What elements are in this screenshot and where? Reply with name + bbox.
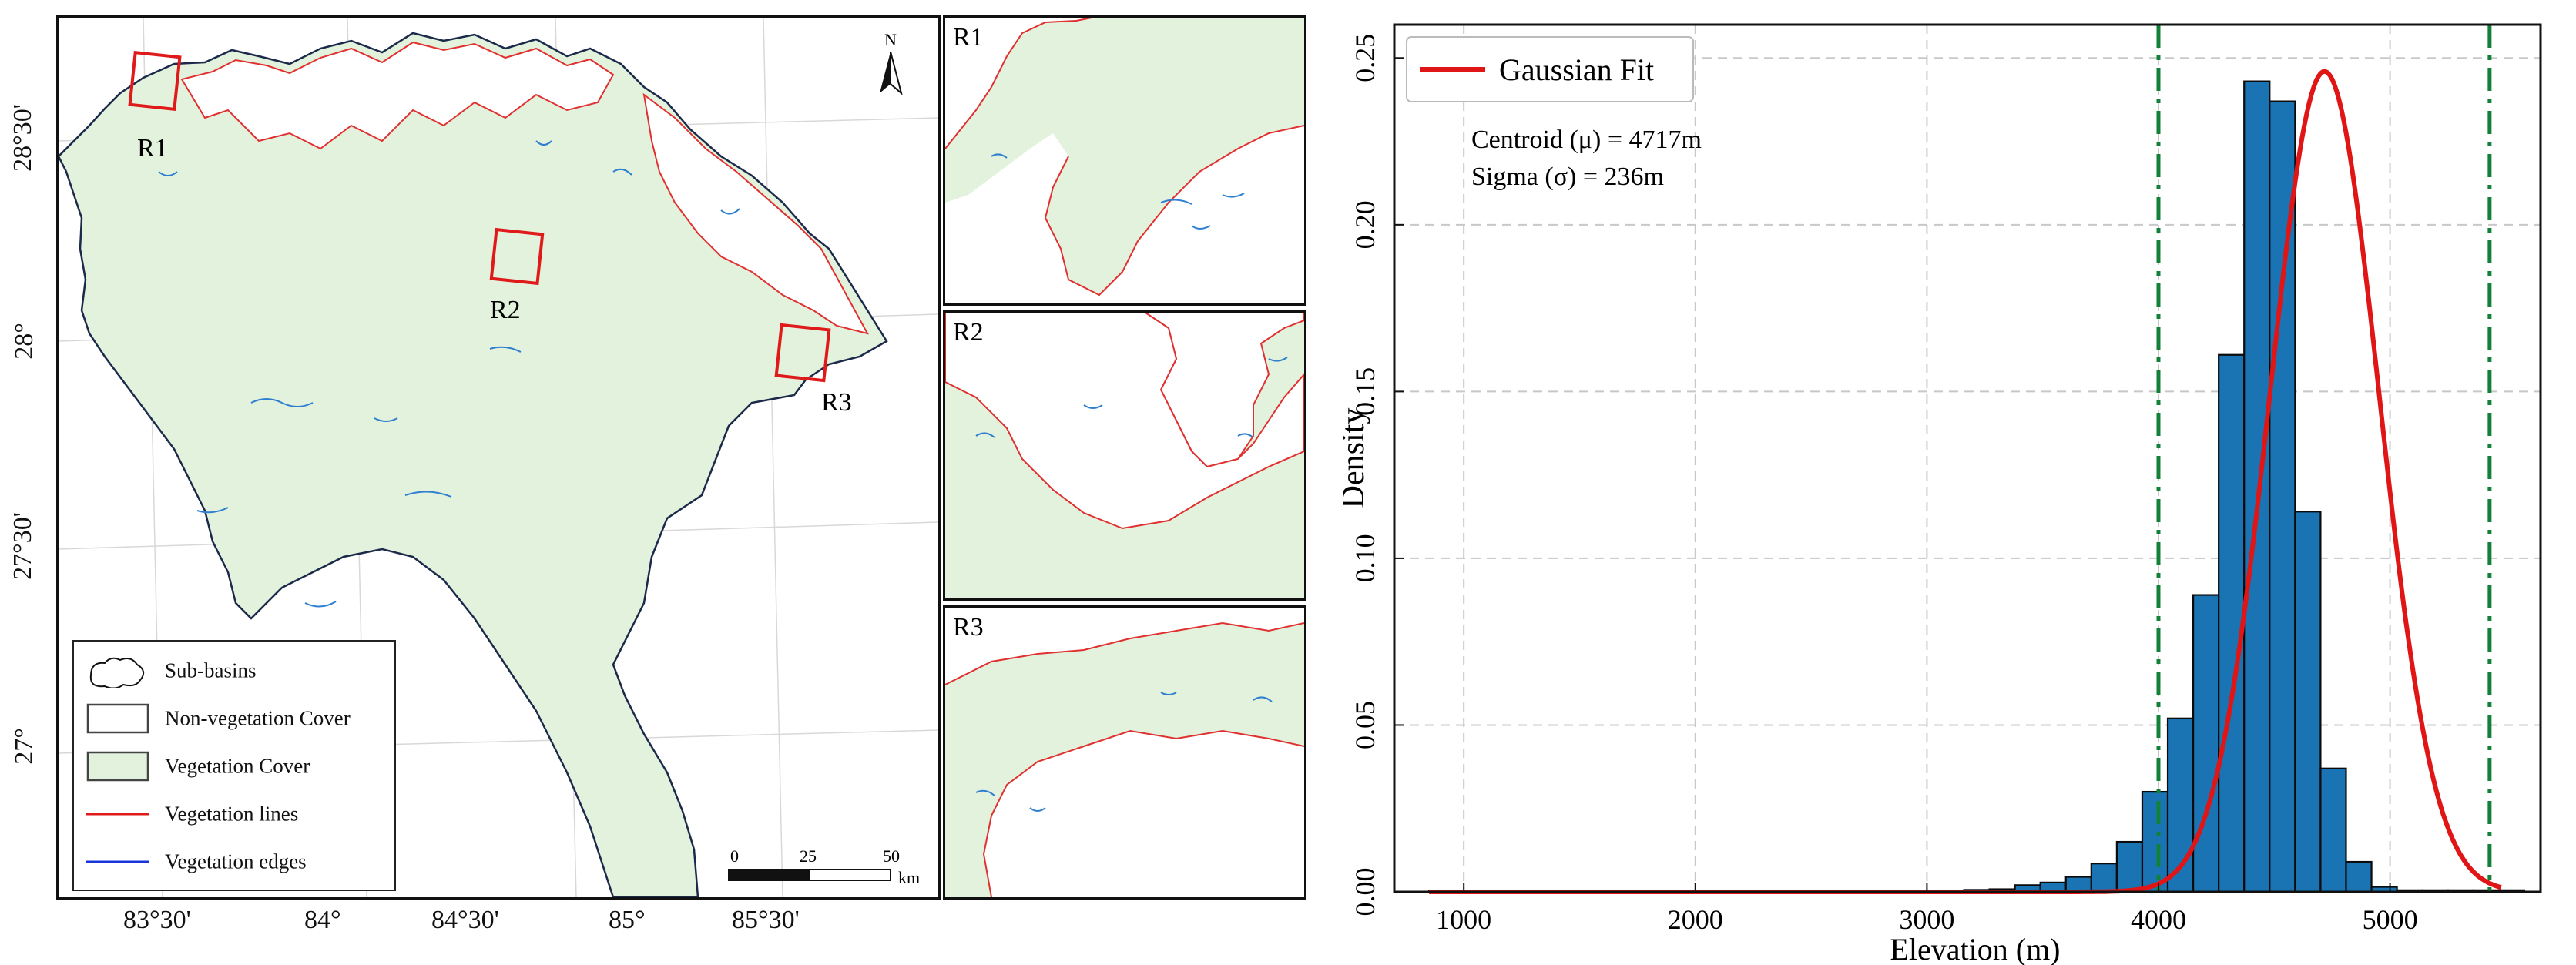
annotation-sigma: Sigma (σ) = 236m — [1471, 163, 1664, 191]
inset-r3-svg: R3 — [945, 613, 1304, 897]
plot-frame — [1393, 23, 2542, 893]
histogram-bar — [2115, 840, 2144, 893]
x-tick-label: 4000 — [2131, 904, 2186, 935]
histogram-bar — [2192, 594, 2220, 893]
lon-label-85-30: 85°30' — [732, 906, 800, 934]
blue-line-icon — [86, 860, 149, 863]
legend-label: Vegetation Cover — [165, 754, 310, 778]
y-tick-label: 0.00 — [1350, 868, 1380, 916]
lat-label-28: 28° — [9, 323, 39, 360]
lat-label-27: 27° — [9, 728, 39, 765]
legend-label: Vegetation edges — [165, 849, 307, 873]
threshold-lines — [2156, 25, 2492, 892]
scale-unit: km — [898, 868, 920, 887]
scale-tick-0: 0 — [730, 846, 739, 866]
legend-label: Vegetation lines — [165, 802, 299, 826]
y-tick-label: 0.20 — [1350, 200, 1380, 249]
red-line-icon — [86, 813, 149, 816]
scale-tick-50: 50 — [883, 846, 900, 866]
grid — [1394, 25, 2541, 892]
legend-item-vegetation: Vegetation Cover — [74, 745, 394, 788]
lon-label-83-30: 83°30' — [123, 906, 191, 934]
y-tick-label: 0.25 — [1350, 34, 1380, 82]
legend-item-vegetation-lines: Vegetation lines — [74, 792, 394, 836]
lat-label-28-30: 28°30' — [8, 104, 37, 172]
histogram-bar — [2345, 860, 2373, 893]
y-axis-label: Density — [1343, 408, 1371, 509]
region-boxes — [128, 50, 831, 383]
region-label-r1: R1 — [137, 134, 168, 163]
basin-map: R1 R2 R3 N 0 25 50 km Sub-basins — [56, 15, 941, 900]
annotation-centroid: Centroid (μ) = 4717m — [1471, 126, 1702, 154]
region-label-r2: R2 — [490, 296, 521, 324]
legend-label: Non-vegetation Cover — [165, 706, 351, 730]
axis-ticks: 1000 2000 3000 4000 5000 0.00 0.05 0.10 0.15 0.20… — [1350, 34, 2418, 935]
histogram-bars — [1427, 80, 2526, 893]
north-arrow-icon: N — [880, 30, 903, 95]
region-box-r3[interactable] — [774, 323, 831, 383]
north-label: N — [884, 30, 897, 49]
inset-r2: R2 — [943, 310, 1306, 601]
scale-bar: 0 25 50 km — [728, 846, 920, 887]
y-tick-label: 0.10 — [1350, 534, 1380, 582]
elevation-histogram-chart: 1000 2000 3000 4000 5000 0.00 0.05 0.10 0.15 0.20… — [1343, 23, 2542, 965]
x-tick-label: 2000 — [1668, 904, 1723, 935]
lat-label-27-30: 27°30' — [8, 512, 37, 580]
non-vegetation-area-east — [642, 92, 869, 335]
region-box-r1[interactable] — [128, 50, 182, 112]
empty-box-icon — [86, 703, 149, 734]
y-tick-label: 0.15 — [1350, 367, 1380, 416]
lon-label-84: 84° — [304, 906, 341, 934]
inset-label-r2: R2 — [953, 318, 984, 347]
x-tick-label: 3000 — [1899, 904, 1954, 935]
histogram-bar — [2243, 80, 2271, 893]
histogram-bar — [2090, 863, 2118, 893]
legend-label: Sub-basins — [165, 658, 257, 682]
map-legend: Sub-basins Non-vegetation Cover Vegetati… — [72, 640, 396, 891]
sub-basin-icon — [89, 657, 145, 688]
basin-map-svg: R1 R2 R3 N 0 25 50 km — [59, 18, 938, 897]
legend-item-vegetation-edges: Vegetation edges — [74, 840, 394, 883]
legend-gaussian-fit: Gaussian Fit — [1499, 52, 1654, 87]
histogram-bar — [2319, 767, 2347, 893]
inset-r3: R3 — [943, 605, 1306, 900]
region-box-r2[interactable] — [489, 227, 545, 286]
x-axis-label: Elevation (m) — [1890, 932, 2060, 965]
histogram-bar — [2218, 353, 2246, 893]
vegetation-edges — [158, 140, 740, 608]
inset-r1-svg: R1 — [945, 18, 1304, 297]
lon-label-85: 85° — [609, 906, 646, 934]
x-tick-label: 5000 — [2363, 904, 2418, 935]
histogram-bar — [2294, 511, 2322, 893]
lon-label-84-30: 84°30' — [431, 906, 499, 934]
x-tick-label: 1000 — [1436, 904, 1491, 935]
legend-item-non-vegetation: Non-vegetation Cover — [74, 697, 394, 740]
histogram-bar — [2269, 100, 2296, 893]
non-vegetation-area — [180, 41, 615, 150]
scale-tick-25: 25 — [800, 846, 817, 866]
legend-item-sub-basins: Sub-basins — [74, 649, 394, 692]
histogram-bar — [2141, 790, 2169, 893]
inset-r2-svg: R2 — [945, 313, 1304, 598]
green-box-icon — [86, 751, 149, 782]
region-label-r3: R3 — [821, 388, 852, 417]
basin-outline — [59, 32, 888, 897]
inset-r1: R1 — [943, 15, 1306, 306]
inset-label-r3: R3 — [953, 613, 984, 642]
inset-label-r1: R1 — [953, 23, 984, 52]
y-tick-label: 0.05 — [1350, 701, 1380, 749]
chart-legend: Gaussian Fit — [1406, 36, 1694, 102]
